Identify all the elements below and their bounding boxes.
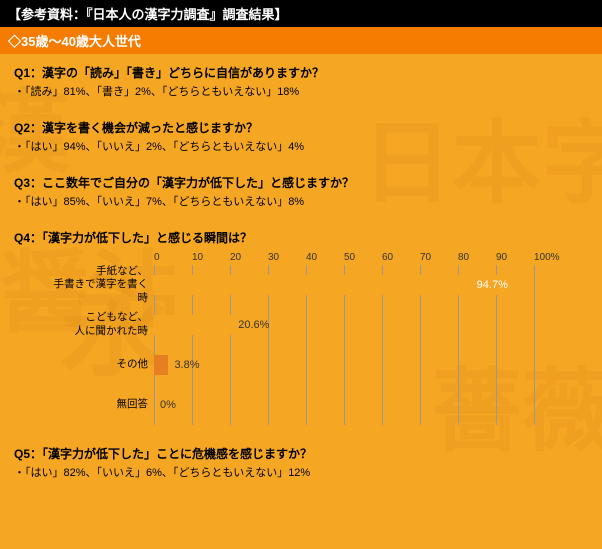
bar-fill: 3.8% — [154, 355, 168, 375]
bar-chart: 0102030405060708090100% 手紙など、 手書きで漢字を書く時… — [44, 252, 588, 425]
x-tick: 10 — [192, 252, 230, 263]
x-tick: 90 — [496, 252, 534, 263]
q3-title: Q3：ここ数年でご自分の「漢字力が低下した」と感じますか？ — [14, 174, 588, 191]
question-block: Q2：漢字を書く機会が減ったと感じますか？ ・「はい」94%、「いいえ」2%、「… — [14, 119, 588, 154]
bar-label: その他 — [44, 358, 154, 372]
q2-title: Q2：漢字を書く機会が減ったと感じますか？ — [14, 119, 588, 136]
x-tick: 60 — [382, 252, 420, 263]
x-axis: 0102030405060708090100% — [154, 252, 588, 263]
bar-row: 無回答 0% — [44, 385, 588, 425]
bar-label: 無回答 — [44, 398, 154, 412]
bar-value: 0% — [160, 399, 176, 411]
gridline — [534, 265, 535, 425]
q3-answer: ・「はい」85%、「いいえ」7%、「どちらともいえない」8% — [14, 193, 588, 209]
question-block: Q1：漢字の「読み」「書き」どちらに自信がありますか？ ・「読み」81%、「書き… — [14, 64, 588, 99]
bar-value: 94.7% — [477, 279, 508, 291]
x-tick: 80 — [458, 252, 496, 263]
bar-label: 手紙など、 手書きで漢字を書く時 — [44, 265, 154, 306]
bar-track: 0% — [154, 385, 534, 425]
q2-answer: ・「はい」94%、「いいえ」2%、「どちらともいえない」4% — [14, 138, 588, 154]
bar-row: その他3.8% — [44, 345, 588, 385]
bar-track: 94.7% — [154, 265, 534, 305]
bar-track: 20.6% — [154, 305, 534, 345]
q5-title: Q5：「漢字力が低下した」ことに危機感を感じますか？ — [14, 445, 588, 462]
plot-area: 手紙など、 手書きで漢字を書く時94.7%こどもなど、 人に聞かれた時20.6%… — [44, 265, 588, 425]
x-tick: 30 — [268, 252, 306, 263]
x-tick: 50 — [344, 252, 382, 263]
q5-answer: ・「はい」82%、「いいえ」6%、「どちらともいえない」12% — [14, 464, 588, 480]
question-block: Q5：「漢字力が低下した」ことに危機感を感じますか？ ・「はい」82%、「いいえ… — [14, 445, 588, 480]
question-block: Q3：ここ数年でご自分の「漢字力が低下した」と感じますか？ ・「はい」85%、「… — [14, 174, 588, 209]
bar-fill: 94.7% — [154, 275, 514, 295]
bar-value: 3.8% — [174, 359, 199, 371]
page-header: 【参考資料：『日本人の漢字力調査』調査結果】 — [0, 0, 602, 27]
x-tick: 100% — [534, 252, 572, 263]
q4-title: Q4：「漢字力が低下した」と感じる瞬間は？ — [14, 229, 588, 246]
x-tick: 40 — [306, 252, 344, 263]
question-block-chart: Q4：「漢字力が低下した」と感じる瞬間は？ 010203040506070809… — [14, 229, 588, 425]
q1-answer: ・「読み」81%、「書き」2%、「どちらともいえない」18% — [14, 83, 588, 99]
x-tick: 20 — [230, 252, 268, 263]
q1-title: Q1：漢字の「読み」「書き」どちらに自信がありますか？ — [14, 64, 588, 81]
bar-row: 手紙など、 手書きで漢字を書く時 94.7% — [44, 265, 588, 305]
bar-row: こどもなど、 人に聞かれた時20.6% — [44, 305, 588, 345]
bar-value: 20.6% — [238, 319, 269, 331]
bar-track: 3.8% — [154, 345, 534, 385]
page-subheader: ◇35歳～40歳大人世代 — [0, 27, 602, 54]
x-tick: 0 — [154, 252, 192, 263]
x-tick: 70 — [420, 252, 458, 263]
bar-label: こどもなど、 人に聞かれた時 — [44, 311, 154, 338]
bar-fill: 20.6% — [154, 315, 232, 335]
